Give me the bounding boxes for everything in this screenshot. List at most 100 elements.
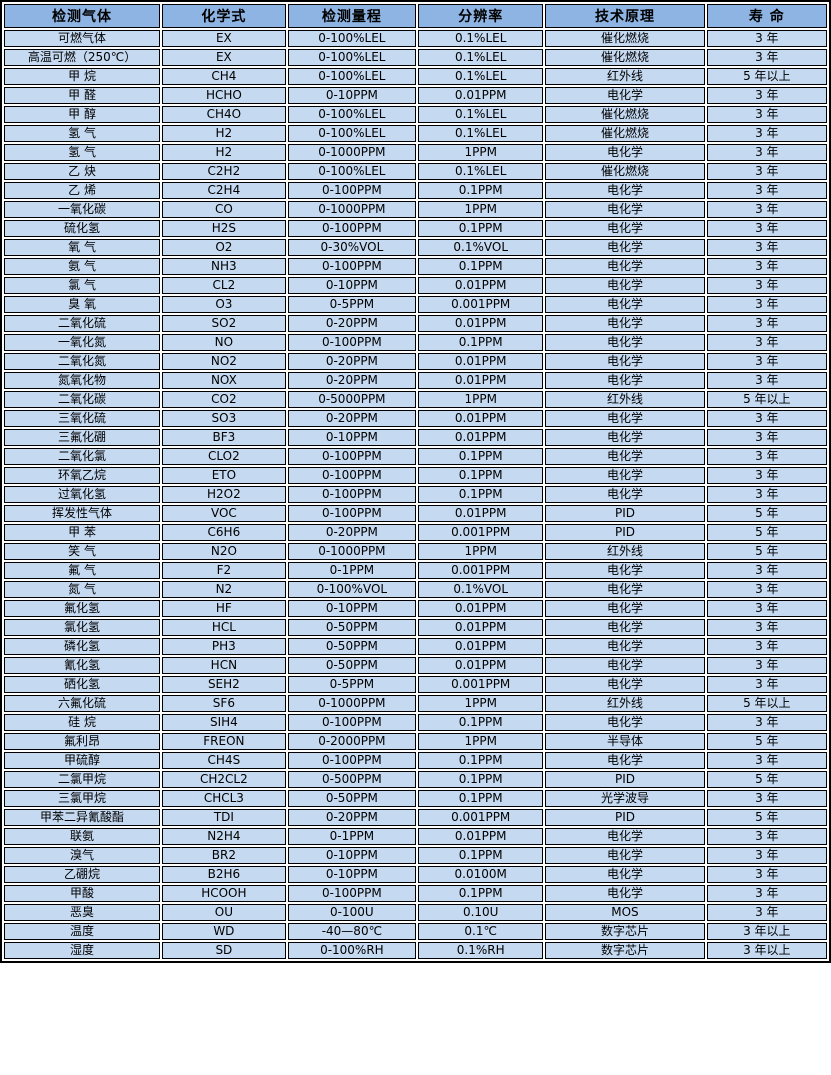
column-header: 技术原理 xyxy=(545,4,705,28)
table-cell: 电化学 xyxy=(545,638,705,655)
table-cell: CH2CL2 xyxy=(162,771,286,788)
table-row: 氢 气 H2 0-1000PPM 1PPM 电化学 3 年 xyxy=(4,144,827,161)
table-cell: 0-100PPM xyxy=(287,334,417,351)
table-cell: 0.01PPM xyxy=(418,372,544,389)
table-row: 氰化氢 HCN 0-50PPM 0.01PPM 电化学 3 年 xyxy=(4,657,827,674)
table-cell: 0-100%LEL xyxy=(287,125,417,142)
table-row: 高温可燃（250℃） EX 0-100%LEL 0.1%LEL 催化燃烧 3 年 xyxy=(4,49,827,66)
table-cell: 电化学 xyxy=(545,334,705,351)
table-cell: C2H2 xyxy=(162,163,286,180)
table-cell: 3 年 xyxy=(706,828,827,845)
table-cell: 电化学 xyxy=(545,657,705,674)
table-cell: 0-100PPM xyxy=(287,505,417,522)
table-cell: 0.001PPM xyxy=(418,562,544,579)
table-row: 硫化氢 H2S 0-100PPM 0.1PPM 电化学 3 年 xyxy=(4,220,827,237)
table-cell: 0-20PPM xyxy=(287,524,417,541)
table-cell: 0-100PPM xyxy=(287,486,417,503)
table-cell: O3 xyxy=(162,296,286,313)
table-row: 氟化氢 HF 0-10PPM 0.01PPM 电化学 3 年 xyxy=(4,600,827,617)
table-cell: 电化学 xyxy=(545,201,705,218)
table-cell: 0-50PPM xyxy=(287,619,417,636)
gas-spec-page: 检测气体 化学式 检测量程 分辨率 技术原理寿 命 可燃气体 EX 0-100%LEL 0.1… xyxy=(0,0,831,963)
table-cell: 0-1000PPM xyxy=(287,543,417,560)
table-cell: 0.1PPM xyxy=(418,334,544,351)
table-row: 挥发性气体 VOC 0-100PPM 0.01PPM PID 5 年 xyxy=(4,505,827,522)
table-cell: 联氨 xyxy=(4,828,161,845)
table-cell: BR2 xyxy=(162,847,286,864)
header-row: 检测气体 化学式 检测量程 分辨率 技术原理寿 命 xyxy=(4,4,827,28)
table-cell: 红外线 xyxy=(545,391,705,408)
table-cell: 3 年 xyxy=(706,657,827,674)
table-row: 硅 烷 SIH4 0-100PPM 0.1PPM 电化学 3 年 xyxy=(4,714,827,731)
table-row: 过氧化氢 H2O2 0-100PPM 0.1PPM 电化学 3 年 xyxy=(4,486,827,503)
table-row: 二氧化硫 SO2 0-20PPM 0.01PPM 电化学 3 年 xyxy=(4,315,827,332)
table-cell: FREON xyxy=(162,733,286,750)
table-cell: 0.1%LEL xyxy=(418,106,544,123)
table-cell: H2 xyxy=(162,144,286,161)
table-row: 联氨 N2H4 0-1PPM 0.01PPM 电化学 3 年 xyxy=(4,828,827,845)
table-cell: PH3 xyxy=(162,638,286,655)
table-cell: HCOOH xyxy=(162,885,286,902)
table-cell: 3 年 xyxy=(706,315,827,332)
table-cell: 3 年 xyxy=(706,904,827,921)
table-cell: 0-50PPM xyxy=(287,657,417,674)
table-cell: 0-20PPM xyxy=(287,410,417,427)
table-cell: 3 年 xyxy=(706,410,827,427)
table-cell: 0-100PPM xyxy=(287,714,417,731)
table-cell: 0.01PPM xyxy=(418,315,544,332)
table-cell: 0.1%LEL xyxy=(418,125,544,142)
table-cell: 0.1℃ xyxy=(418,923,544,940)
table-cell: 0.001PPM xyxy=(418,676,544,693)
table-cell: 0-100%LEL xyxy=(287,106,417,123)
table-cell: 0-10PPM xyxy=(287,866,417,883)
table-cell: 0-1000PPM xyxy=(287,695,417,712)
table-cell: 半导体 xyxy=(545,733,705,750)
table-cell: 笑 气 xyxy=(4,543,161,560)
table-cell: 3 年 xyxy=(706,600,827,617)
table-cell: 5 年 xyxy=(706,809,827,826)
table-cell: 0.01PPM xyxy=(418,277,544,294)
table-cell: 3 年 xyxy=(706,144,827,161)
table-cell: 0.01PPM xyxy=(418,410,544,427)
table-cell: 催化燃烧 xyxy=(545,163,705,180)
table-cell: 甲 醛 xyxy=(4,87,161,104)
table-row: 氯 气 CL2 0-10PPM 0.01PPM 电化学 3 年 xyxy=(4,277,827,294)
table-cell: SF6 xyxy=(162,695,286,712)
table-cell: 0-10PPM xyxy=(287,847,417,864)
table-cell: 0-5PPM xyxy=(287,296,417,313)
table-cell: 0-50PPM xyxy=(287,638,417,655)
table-row: 二氧化氯 CLO2 0-100PPM 0.1PPM 电化学 3 年 xyxy=(4,448,827,465)
table-cell: 催化燃烧 xyxy=(545,125,705,142)
table-cell: 3 年 xyxy=(706,429,827,446)
table-cell: 0.1PPM xyxy=(418,448,544,465)
table-cell: 数字芯片 xyxy=(545,942,705,959)
table-cell: 电化学 xyxy=(545,866,705,883)
table-cell: 乙 炔 xyxy=(4,163,161,180)
table-cell: 磷化氢 xyxy=(4,638,161,655)
table-cell: 0-500PPM xyxy=(287,771,417,788)
table-row: 三氯甲烷 CHCL3 0-50PPM 0.1PPM 光学波导 3 年 xyxy=(4,790,827,807)
table-cell: 0-10PPM xyxy=(287,87,417,104)
table-cell: 5 年 xyxy=(706,524,827,541)
table-cell: CLO2 xyxy=(162,448,286,465)
table-cell: 电化学 xyxy=(545,448,705,465)
table-cell: 电化学 xyxy=(545,315,705,332)
table-cell: 3 年 xyxy=(706,201,827,218)
table-row: 一氧化氮 NO 0-100PPM 0.1PPM 电化学 3 年 xyxy=(4,334,827,351)
table-cell: 电化学 xyxy=(545,828,705,845)
table-cell: PID xyxy=(545,771,705,788)
table-cell: 光学波导 xyxy=(545,790,705,807)
table-cell: C6H6 xyxy=(162,524,286,541)
table-cell: 电化学 xyxy=(545,885,705,902)
table-cell: 湿度 xyxy=(4,942,161,959)
table-cell: 0.1PPM xyxy=(418,752,544,769)
table-cell: 二氯甲烷 xyxy=(4,771,161,788)
table-cell: 电化学 xyxy=(545,410,705,427)
table-cell: 5 年以上 xyxy=(706,68,827,85)
table-cell: 3 年 xyxy=(706,372,827,389)
table-cell: 电化学 xyxy=(545,619,705,636)
table-cell: 3 年 xyxy=(706,353,827,370)
table-cell: 3 年 xyxy=(706,581,827,598)
table-cell: ETO xyxy=(162,467,286,484)
table-cell: 0-20PPM xyxy=(287,809,417,826)
